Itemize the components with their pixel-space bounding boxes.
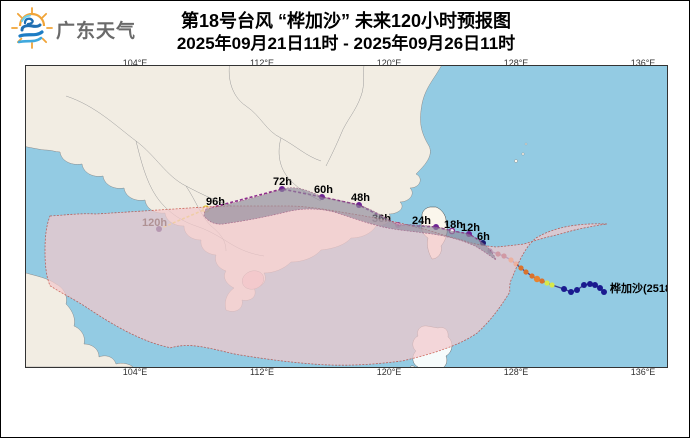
svg-text:60h: 60h [314,184,333,196]
svg-text:72h: 72h [273,176,292,188]
svg-text:48h: 48h [351,192,370,204]
svg-text:桦加沙(2518): 桦加沙(2518) [609,281,667,295]
